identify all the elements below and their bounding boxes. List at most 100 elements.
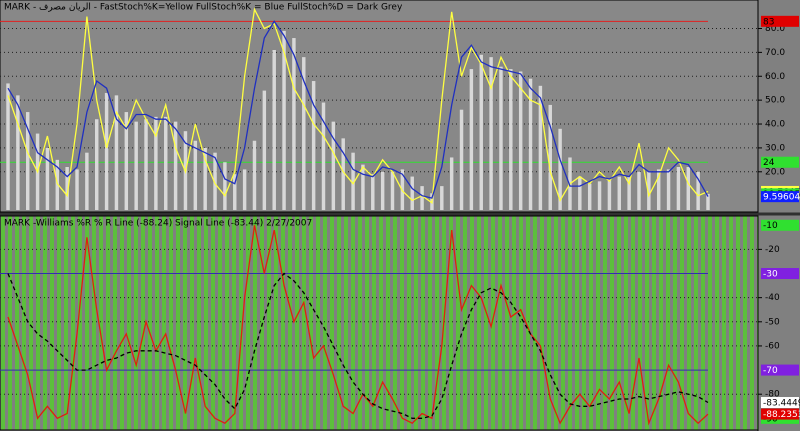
histogram-bar: [449, 157, 454, 210]
histogram-bar: [282, 30, 286, 210]
histogram-bar: [311, 81, 316, 210]
histogram-bar: [144, 119, 148, 210]
histogram-bar: [45, 147, 50, 210]
histogram-bar: [666, 169, 671, 210]
histogram-bar: [558, 128, 562, 210]
y-tick-label: 60.0: [765, 72, 785, 82]
histogram-bar: [154, 116, 158, 210]
histogram-bar: [25, 112, 30, 210]
histogram-bar: [223, 162, 227, 210]
histogram-bar: [479, 54, 483, 210]
panel-title: MARK -Williams %R % R Line (-88.24) Sign…: [4, 219, 312, 229]
histogram-bar: [164, 116, 168, 210]
y-tick-label: -80: [765, 390, 780, 400]
value-marker: [761, 219, 799, 231]
histogram-bar: [351, 152, 355, 210]
value-marker-label: 24: [763, 158, 775, 168]
histogram-bar: [390, 171, 395, 210]
histogram-bar: [272, 49, 276, 210]
histogram-bar: [380, 171, 385, 210]
y-tick-label: 70.0: [765, 48, 785, 58]
histogram-bar: [647, 171, 651, 210]
histogram-bar: [656, 169, 661, 210]
value-marker-label: 83: [763, 17, 774, 27]
y-tick-label: -50: [765, 317, 780, 327]
y-tick-label: 50.0: [765, 96, 785, 106]
histogram-bar: [509, 69, 513, 210]
value-marker-label: 9.59604: [763, 193, 800, 203]
panel-frame: [0, 215, 759, 431]
histogram-bar: [262, 90, 267, 210]
histogram-bar: [75, 169, 79, 210]
histogram-bar: [55, 159, 60, 210]
value-marker: [761, 15, 799, 27]
histogram-bar: [686, 167, 691, 210]
histogram-bar: [459, 109, 464, 210]
histogram-bar: [706, 193, 710, 210]
histogram-bar: [16, 95, 20, 210]
histogram-bar: [578, 176, 582, 210]
value-marker: [761, 397, 799, 409]
series-line: [7, 7, 709, 204]
histogram-bar: [124, 112, 129, 210]
histogram-bar: [489, 57, 493, 211]
y-tick-label: 40.0: [765, 120, 785, 130]
histogram-bar: [341, 138, 345, 210]
histogram-bar: [528, 78, 533, 210]
value-marker: [761, 408, 799, 420]
histogram-bar: [213, 152, 217, 210]
histogram-bar: [518, 71, 523, 210]
histogram-bar: [242, 169, 247, 210]
panel-title: MARK - الريان مصرف - FastStoch%K=Yellow …: [4, 3, 403, 13]
histogram-bar: [361, 164, 365, 210]
series-line: [7, 20, 709, 199]
histogram-bar: [331, 121, 336, 210]
histogram-bar: [6, 83, 10, 210]
histogram-bar: [469, 69, 474, 210]
panel-frame: [0, 0, 759, 213]
histogram-bar: [371, 174, 375, 210]
value-marker: [761, 364, 799, 376]
value-marker: [761, 191, 799, 203]
histogram-bar: [607, 178, 612, 210]
y-tick-label: -40: [765, 293, 780, 303]
histogram-bar: [114, 95, 119, 210]
histogram-bar: [538, 85, 543, 210]
histogram-bar: [321, 102, 326, 210]
histogram-bar: [252, 140, 257, 210]
histogram-bar: [193, 140, 198, 210]
histogram-bar: [95, 119, 99, 210]
value-marker: [761, 268, 799, 280]
y-tick-label: 80.0: [765, 24, 785, 34]
histogram-bar: [627, 176, 631, 210]
histogram-bar: [637, 171, 641, 210]
histogram-bar: [587, 183, 592, 210]
histogram-bar: [104, 92, 109, 210]
y-tick-label: 20.0: [765, 167, 785, 177]
histogram-bar: [410, 176, 414, 210]
histogram-bar: [85, 152, 89, 210]
series-line: [7, 272, 709, 419]
value-marker: [761, 156, 799, 168]
histogram-bar: [134, 121, 138, 210]
histogram-bar: [302, 57, 306, 211]
value-marker-label: -10: [763, 221, 778, 231]
value-marker-label: -70: [763, 366, 778, 376]
histogram-bar: [233, 174, 237, 210]
histogram-bar: [173, 121, 178, 210]
histogram-bar: [292, 38, 296, 210]
y-tick-label: -60: [765, 341, 780, 351]
value-marker-label: -88.2353: [763, 410, 800, 420]
y-tick-label: 30.0: [765, 143, 785, 153]
y-tick-label: -20: [765, 245, 780, 255]
histogram-bar: [440, 186, 444, 210]
histogram-bar: [617, 176, 621, 210]
histogram-bar: [499, 66, 503, 211]
value-marker-label: -83.4449: [763, 399, 800, 409]
histogram-bar: [696, 171, 700, 210]
histogram-bar: [676, 167, 681, 210]
histogram-bar: [65, 167, 69, 210]
histogram-bar: [203, 147, 207, 210]
value-marker-label: -30: [763, 270, 778, 280]
